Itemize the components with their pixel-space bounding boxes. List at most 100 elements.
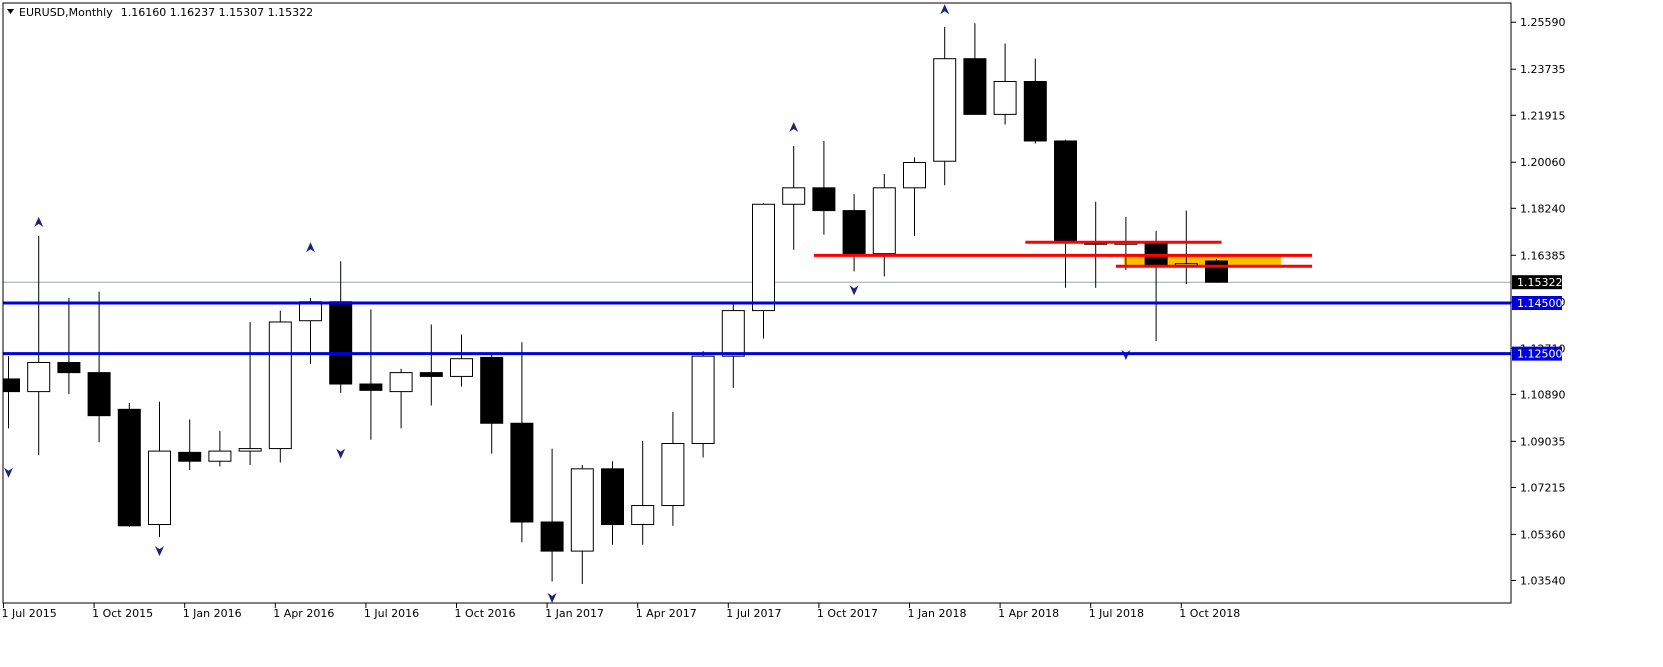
candle-body-bullish xyxy=(450,358,473,377)
candle[interactable] xyxy=(389,368,413,429)
candle[interactable] xyxy=(993,43,1017,125)
current-price-tag-bg xyxy=(1512,275,1562,290)
candle-body-bullish xyxy=(631,505,655,526)
candle[interactable] xyxy=(268,310,292,463)
candle-body-bearish xyxy=(1054,140,1077,243)
chart-header: EURUSD,Monthly 1.16160 1.16237 1.15307 1.… xyxy=(7,6,313,19)
fractal-down-arrow-icon xyxy=(849,285,859,296)
candle[interactable] xyxy=(27,235,51,455)
time-axis: 1 Jul 2015 1 Oct 2015 1 Jan 2016 1 Apr 2016… xyxy=(2,603,1240,620)
candle[interactable] xyxy=(631,440,655,545)
zone-layer xyxy=(1123,255,1281,266)
candle[interactable] xyxy=(812,140,836,235)
ohlc-values: 1.16160 1.16237 1.15307 1.15322 xyxy=(121,6,313,19)
current-price-tag: 1.15322 xyxy=(1517,276,1563,289)
timeframe-label: Monthly xyxy=(69,6,114,19)
candle-body-bullish xyxy=(993,80,1017,115)
candle[interactable] xyxy=(1023,58,1047,144)
candle-body-bullish xyxy=(238,448,262,452)
candle-body-bullish xyxy=(299,301,322,322)
horizontal-lines-layer xyxy=(3,240,1511,356)
candle-body-bullish xyxy=(721,310,745,357)
time-tick-label: 1 Jan 2016 xyxy=(183,607,242,620)
candle[interactable] xyxy=(721,301,745,388)
candle-body-bullish xyxy=(268,321,292,450)
time-tick-label: 1 Jan 2018 xyxy=(908,607,967,620)
price-tick-label: 1.05360 xyxy=(1520,528,1566,541)
time-tick-label: 1 Oct 2018 xyxy=(1179,607,1240,620)
time-tick-label: 1 Jul 2018 xyxy=(1089,607,1144,620)
fractal-up-arrow-icon xyxy=(789,121,799,132)
candle[interactable] xyxy=(208,430,232,467)
candle[interactable] xyxy=(782,146,806,250)
candle-body-bullish xyxy=(27,361,51,393)
time-tick-label: 1 Apr 2017 xyxy=(636,607,697,620)
time-tick-label: 1 Oct 2016 xyxy=(455,607,516,620)
price-tick-label: 1.07215 xyxy=(1520,481,1566,494)
candle[interactable] xyxy=(872,173,896,277)
fractal-down-arrow-icon xyxy=(547,593,557,603)
candle[interactable] xyxy=(359,309,383,440)
candle-body-bearish xyxy=(178,451,202,462)
candle[interactable] xyxy=(601,461,624,545)
candle-body-bullish xyxy=(661,443,685,507)
time-tick-label: 1 Oct 2015 xyxy=(92,607,153,620)
fractal-up-arrow-icon xyxy=(940,4,950,15)
candle[interactable] xyxy=(661,411,685,526)
candle-body-bullish xyxy=(782,187,806,205)
candle[interactable] xyxy=(0,356,20,429)
candle-body-bullish xyxy=(872,187,896,255)
candle[interactable] xyxy=(419,324,443,406)
price-axis: 1.25590 1.23735 1.21915 1.20060 1.18240 1.163… xyxy=(1511,16,1566,587)
candle-body-bullish xyxy=(570,468,594,552)
time-tick-label: 1 Jul 2016 xyxy=(364,607,419,620)
candle-body-bullish xyxy=(752,203,775,312)
candle[interactable] xyxy=(903,157,926,236)
candle[interactable] xyxy=(238,321,262,466)
candle[interactable] xyxy=(540,448,564,582)
candle[interactable] xyxy=(752,203,775,339)
candle-body-bullish xyxy=(933,58,957,162)
candle-body-bearish xyxy=(812,187,836,212)
candle[interactable] xyxy=(691,351,715,458)
candle[interactable] xyxy=(842,194,866,272)
candle-body-bearish xyxy=(57,361,81,374)
candle[interactable] xyxy=(510,342,534,543)
candle[interactable] xyxy=(480,354,504,454)
candles-layer xyxy=(0,23,1228,585)
candle[interactable] xyxy=(1205,259,1228,283)
candle-body-bearish xyxy=(540,521,564,552)
candle[interactable] xyxy=(963,23,987,115)
candle[interactable] xyxy=(178,419,202,471)
candle[interactable] xyxy=(450,334,473,387)
candle-body-bearish xyxy=(329,301,353,385)
fractal-up-arrow-icon xyxy=(34,216,44,227)
candle[interactable] xyxy=(87,291,111,443)
candle-body-bearish xyxy=(1205,260,1228,283)
price-tick-label: 1.03540 xyxy=(1520,574,1566,587)
candle[interactable] xyxy=(57,297,81,395)
candle-body-bearish xyxy=(963,58,987,115)
support-price-tag: 1.12500 xyxy=(1517,348,1563,361)
time-tick-label: 1 Apr 2016 xyxy=(273,607,334,620)
price-tick-label: 1.25590 xyxy=(1520,16,1566,29)
fractal-up-arrow-icon xyxy=(306,242,315,253)
candle[interactable] xyxy=(148,401,171,538)
support-price-tag-bg xyxy=(1512,346,1562,361)
support-price-tag: 1.14500 xyxy=(1517,297,1563,310)
time-tick-label: 1 Jul 2015 xyxy=(2,607,57,620)
candle-body-bearish xyxy=(601,468,624,526)
price-tick-label: 1.16385 xyxy=(1520,249,1566,262)
candle-body-bullish xyxy=(389,372,413,393)
candle[interactable] xyxy=(117,403,141,528)
time-tick-label: 1 Apr 2018 xyxy=(998,607,1059,620)
dropdown-triangle-icon[interactable] xyxy=(7,9,14,14)
candle[interactable] xyxy=(933,27,957,186)
fractal-down-arrow-icon xyxy=(155,546,164,557)
candle-body-bearish xyxy=(87,372,111,417)
candle[interactable] xyxy=(570,465,594,585)
